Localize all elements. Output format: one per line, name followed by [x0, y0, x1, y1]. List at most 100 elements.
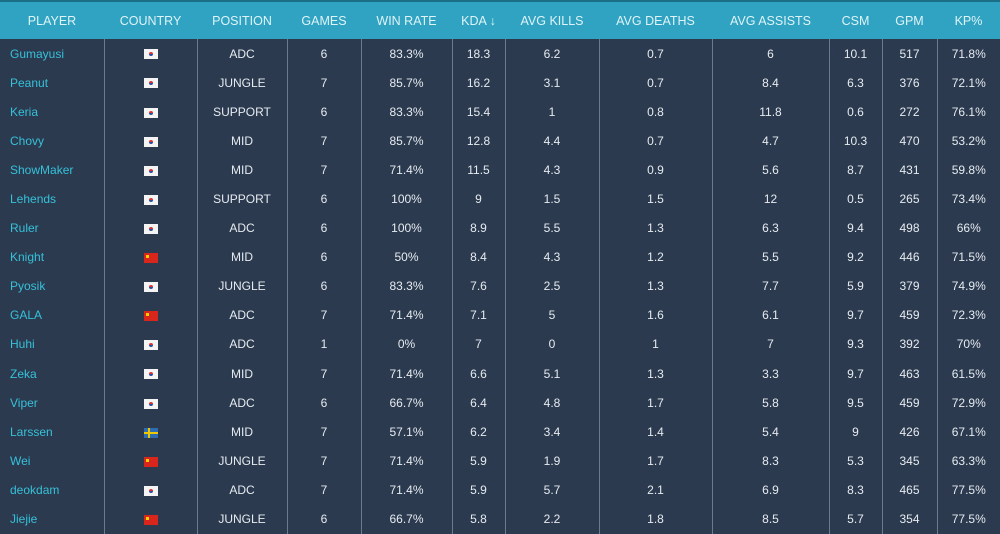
cell-kda: 6.2	[451, 417, 505, 447]
cell-games: 7	[286, 446, 361, 476]
cell-avg-kills: 3.4	[504, 417, 599, 447]
cell-avg-deaths: 1.2	[598, 242, 712, 272]
cell-games: 7	[286, 359, 361, 389]
flag-kr-icon	[143, 165, 158, 176]
cell-position: ADC	[196, 213, 287, 243]
column-header-country[interactable]: COUNTRY	[104, 0, 197, 39]
cell-avg-deaths: 1.3	[598, 359, 712, 389]
column-header-avg-deaths[interactable]: AVG DEATHS	[599, 0, 712, 39]
cell-kp: 66%	[936, 213, 1000, 243]
cell-country	[103, 446, 197, 476]
cell-games: 7	[286, 300, 361, 330]
cell-player[interactable]: Knight	[10, 250, 45, 265]
cell-avg-assists: 12	[711, 184, 829, 214]
cell-kp: 74.9%	[936, 271, 1000, 301]
cell-avg-deaths: 1.3	[598, 213, 712, 243]
cell-avg-kills: 5.1	[504, 359, 599, 389]
column-header-win-rate[interactable]: WIN RATE	[361, 0, 452, 39]
cell-player[interactable]: Wei	[10, 453, 31, 468]
cell-gpm: 265	[881, 184, 937, 214]
cell-player[interactable]: Jiejie	[10, 512, 38, 527]
cell-kda: 5.8	[451, 504, 505, 534]
cell-player[interactable]: Pyosik	[10, 279, 46, 294]
column-header-player[interactable]: PLAYER	[0, 0, 104, 39]
cell-avg-kills: 0	[504, 329, 599, 360]
cell-avg-assists: 8.4	[711, 68, 829, 98]
cell-player[interactable]: Zeka	[10, 366, 37, 381]
cell-gpm: 272	[881, 97, 937, 127]
cell-player[interactable]: Peanut	[10, 75, 49, 90]
cell-kda: 5.9	[451, 446, 505, 476]
column-header-avg-kills[interactable]: AVG KILLS	[505, 0, 599, 39]
cell-country	[103, 388, 197, 418]
cell-kp: 61.5%	[936, 359, 1000, 389]
cell-kp: 70%	[936, 329, 1000, 360]
cell-position: MID	[196, 359, 287, 389]
cell-country	[103, 126, 197, 156]
cell-player[interactable]: Ruler	[10, 221, 39, 236]
column-header-csm[interactable]: CSM	[829, 0, 882, 39]
cell-position: SUPPORT	[196, 184, 287, 214]
cell-position: ADC	[196, 329, 287, 360]
cell-position: MID	[196, 155, 287, 185]
cell-win-rate: 71.4%	[360, 155, 452, 185]
cell-win-rate: 85.7%	[360, 126, 452, 156]
column-header-kp[interactable]: KP%	[937, 0, 1000, 39]
cell-kp: 72.3%	[936, 300, 1000, 330]
cell-player[interactable]: Chovy	[10, 133, 45, 148]
cell-avg-kills: 1.9	[504, 446, 599, 476]
cell-avg-assists: 5.6	[711, 155, 829, 185]
cell-kp: 76.1%	[936, 97, 1000, 127]
cell-csm: 5.9	[828, 271, 882, 301]
cell-avg-assists: 6.3	[711, 213, 829, 243]
cell-player[interactable]: Larssen	[10, 424, 53, 439]
table-row: Jiejie JUNGLE 6 66.7% 5.8 2.2 1.8 8.5 5.7 354 77.5…	[0, 504, 1000, 534]
cell-player[interactable]: Keria	[10, 104, 39, 119]
cell-win-rate: 71.4%	[360, 359, 452, 389]
cell-win-rate: 66.7%	[360, 388, 452, 418]
cell-games: 7	[286, 126, 361, 156]
cell-kda: 11.5	[451, 155, 505, 185]
cell-avg-kills: 5.5	[504, 213, 599, 243]
cell-games: 7	[286, 68, 361, 98]
column-header-position[interactable]: POSITION	[197, 0, 287, 39]
flag-kr-icon	[143, 107, 158, 118]
cell-games: 7	[286, 417, 361, 447]
cell-position: ADC	[196, 475, 287, 505]
cell-avg-kills: 2.2	[504, 504, 599, 534]
column-header-gpm[interactable]: GPM	[882, 0, 937, 39]
cell-player[interactable]: GALA	[10, 308, 43, 323]
cell-avg-assists: 6.1	[711, 300, 829, 330]
table-row: Viper ADC 6 66.7% 6.4 4.8 1.7 5.8 9.5 459 72.9%	[0, 388, 1000, 418]
table-row: Larssen MID 7 57.1% 6.2 3.4 1.4 5.4 9 426 67.1%	[0, 417, 1000, 447]
cell-position: ADC	[196, 300, 287, 330]
cell-gpm: 354	[881, 504, 937, 534]
column-header-kda[interactable]: KDA ↓	[452, 0, 505, 39]
cell-position: JUNGLE	[196, 446, 287, 476]
cell-kp: 71.5%	[936, 242, 1000, 272]
cell-csm: 0.5	[828, 184, 882, 214]
flag-kr-icon	[143, 78, 158, 89]
cell-player[interactable]: Gumayusi	[10, 46, 65, 61]
cell-kda: 5.9	[451, 475, 505, 505]
cell-player[interactable]: Huhi	[10, 337, 35, 352]
cell-player[interactable]: Viper	[10, 395, 38, 410]
cell-player[interactable]: Lehends	[10, 192, 57, 207]
cell-position: JUNGLE	[196, 271, 287, 301]
column-header-avg-assists[interactable]: AVG ASSISTS	[712, 0, 829, 39]
cell-avg-deaths: 0.8	[598, 97, 712, 127]
cell-avg-deaths: 2.1	[598, 475, 712, 505]
cell-csm: 10.1	[828, 39, 882, 69]
cell-games: 6	[286, 184, 361, 214]
cell-kp: 59.8%	[936, 155, 1000, 185]
cell-csm: 0.6	[828, 97, 882, 127]
cell-csm: 9.7	[828, 359, 882, 389]
cell-player[interactable]: ShowMaker	[10, 162, 74, 177]
cell-csm: 9.3	[828, 329, 882, 360]
cell-avg-deaths: 0.7	[598, 39, 712, 69]
cell-player[interactable]: deokdam	[10, 482, 60, 497]
cell-country	[103, 359, 197, 389]
cell-win-rate: 83.3%	[360, 97, 452, 127]
column-header-games[interactable]: GAMES	[287, 0, 361, 39]
cell-gpm: 465	[881, 475, 937, 505]
